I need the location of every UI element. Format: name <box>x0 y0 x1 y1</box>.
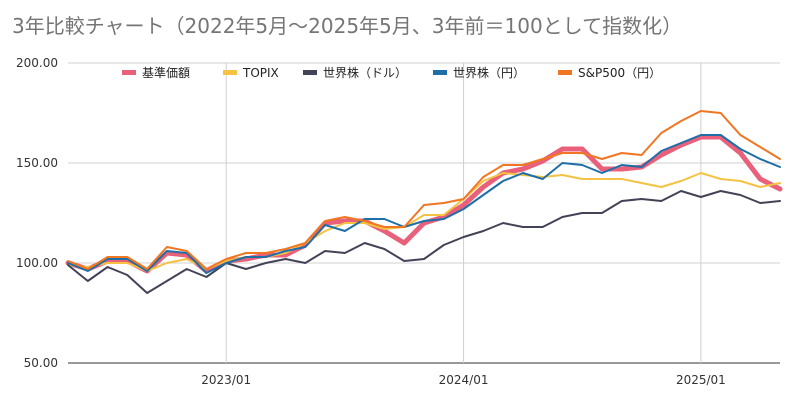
legend-label: 基準価額 <box>142 65 190 80</box>
chart-title: 3年比較チャート（2022年5月〜2025年5月、3年前＝100として指数化） <box>12 14 683 38</box>
legend-swatch <box>433 70 447 75</box>
series-line-4 <box>67 110 781 270</box>
series-line-1 <box>67 172 781 272</box>
y-tick-label: 100.00 <box>16 256 58 270</box>
x-tick-label: 2025/01 <box>676 373 726 387</box>
series-line-2 <box>67 190 781 294</box>
series-line-3 <box>67 134 781 274</box>
legend-label: 世界株（円） <box>453 65 525 80</box>
legend-swatch <box>122 70 136 75</box>
legend-swatch <box>303 70 317 75</box>
legend-swatch <box>223 70 237 75</box>
x-tick-label: 2023/01 <box>201 373 251 387</box>
x-tick-label: 2024/01 <box>439 373 489 387</box>
legend-label: TOPIX <box>242 66 279 80</box>
legend-swatch <box>558 70 572 75</box>
y-tick-label: 150.00 <box>16 156 58 170</box>
y-tick-label: 50.00 <box>24 356 58 370</box>
legend-label: S&P500（円） <box>578 66 661 80</box>
legend-label: 世界株（ドル） <box>323 65 407 80</box>
y-tick-label: 200.00 <box>16 56 58 70</box>
series-line-0 <box>65 134 783 274</box>
